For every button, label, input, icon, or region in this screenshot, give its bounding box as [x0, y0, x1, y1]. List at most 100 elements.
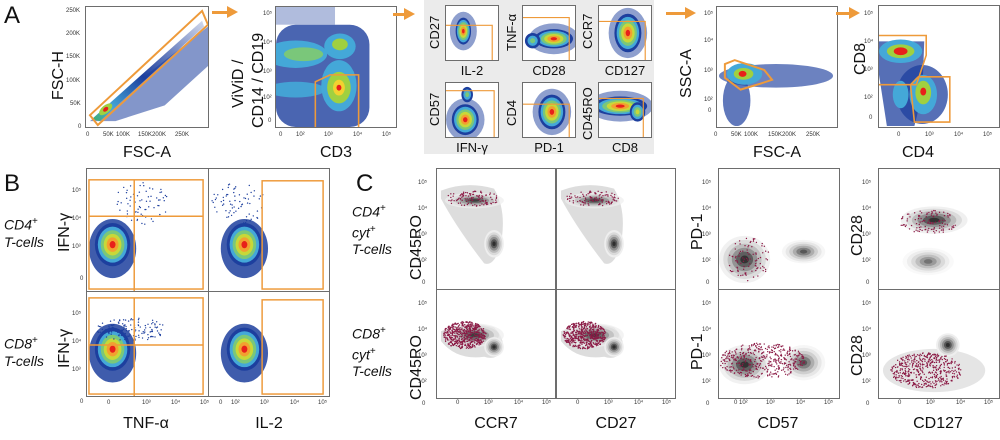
tick: 10³ [72, 244, 81, 250]
event-dot [460, 331, 462, 333]
event-dot [937, 359, 939, 362]
axis-label-cd127: CD127 [913, 415, 963, 432]
event-dot [477, 198, 479, 201]
event-dot [459, 198, 462, 200]
axis-label-vivid: ViViD / [230, 59, 247, 108]
event-dot [581, 329, 583, 332]
event-dot [789, 347, 791, 349]
event-dot [449, 337, 452, 339]
event-dot [940, 356, 942, 359]
event-dot [578, 326, 580, 328]
event-dot [138, 330, 140, 332]
event-dot [938, 379, 940, 381]
event-dot [137, 321, 140, 323]
event-dot [611, 201, 613, 203]
event-dot [740, 262, 742, 264]
event-dot [742, 369, 744, 372]
event-dot [460, 340, 462, 343]
event-dot [899, 368, 902, 370]
event-dot [766, 259, 769, 261]
plot-ssc-fsc [716, 6, 838, 128]
event-dot [790, 371, 792, 373]
event-dot [745, 353, 747, 356]
event-dot [947, 366, 949, 368]
event-dot [471, 323, 474, 325]
event-dot [245, 216, 248, 218]
event-dot [229, 210, 231, 212]
event-dot [914, 358, 916, 361]
event-dot [469, 345, 472, 348]
event-dot [233, 212, 235, 214]
event-dot [575, 324, 578, 326]
event-dot [907, 371, 909, 373]
event-dot [907, 379, 909, 381]
event-dot [925, 386, 928, 388]
event-dot [926, 363, 929, 365]
event-dot [919, 358, 921, 361]
event-dot [253, 190, 256, 192]
event-dot [917, 230, 919, 232]
event-dot [907, 356, 909, 358]
event-dot [920, 217, 922, 220]
event-dot [904, 373, 906, 375]
event-dot [737, 274, 739, 276]
event-dot [940, 372, 942, 374]
event-dot [226, 193, 229, 196]
event-dot [913, 382, 915, 384]
event-dot [935, 365, 938, 367]
event-dot [472, 193, 475, 196]
event-dot [928, 372, 930, 374]
panel-letter-b: B [4, 170, 21, 197]
event-dot [740, 357, 742, 360]
event-dot [758, 375, 761, 378]
density-level [241, 241, 248, 249]
event-dot [156, 330, 159, 332]
contour-level [612, 241, 616, 247]
event-dot [234, 186, 237, 188]
event-dot [459, 336, 461, 338]
event-dot [594, 343, 596, 346]
event-dot [797, 364, 799, 366]
plot-panel-c-4 [878, 168, 1000, 290]
event-dot [123, 186, 125, 189]
event-dot [470, 331, 472, 334]
event-dot [458, 328, 461, 330]
tick: 10⁴ [290, 400, 300, 406]
event-dot [762, 252, 764, 254]
tick: 200K [782, 132, 797, 138]
event-dot [942, 229, 944, 231]
event-dot [466, 333, 469, 335]
event-dot [150, 330, 152, 333]
event-dot [581, 340, 583, 342]
event-dot [749, 364, 752, 366]
event-dot [948, 228, 950, 230]
tick: 0 [107, 400, 111, 406]
event-dot [590, 336, 593, 339]
axis-label-pd1-row2: PD-1 [689, 333, 706, 370]
event-dot [588, 204, 590, 206]
event-dot [911, 359, 913, 362]
event-dot [755, 356, 757, 359]
event-dot [730, 371, 732, 373]
event-dot [447, 334, 450, 337]
event-dot [152, 321, 154, 324]
event-dot [456, 340, 459, 343]
event-dot [614, 197, 616, 199]
event-dot [753, 353, 755, 356]
event-dot [924, 383, 926, 385]
event-dot [932, 215, 935, 217]
event-dot [141, 337, 144, 339]
event-dot [905, 375, 907, 377]
event-dot [746, 259, 749, 261]
event-dot [728, 254, 731, 257]
event-dot [464, 323, 466, 326]
event-dot [480, 337, 483, 339]
event-dot [903, 365, 905, 368]
event-dot [938, 227, 941, 229]
event-dot [934, 380, 937, 382]
event-dot [473, 345, 475, 347]
event-dot [446, 338, 449, 340]
event-dot [467, 340, 469, 342]
event-dot [891, 370, 893, 372]
event-dot [754, 360, 756, 363]
